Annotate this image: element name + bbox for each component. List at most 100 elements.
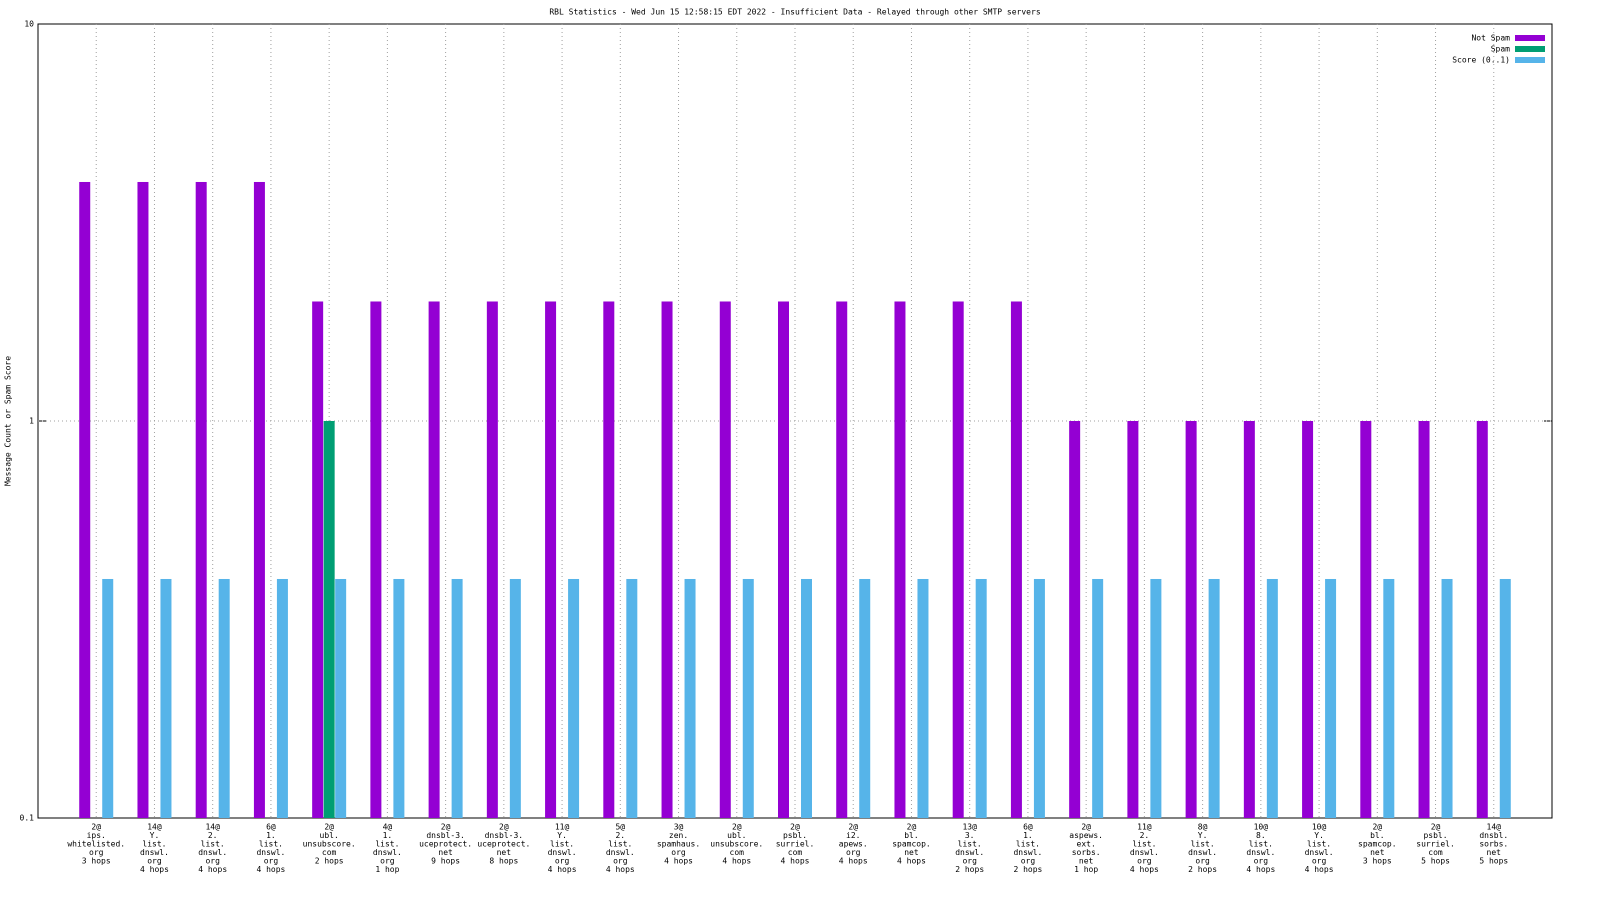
bar (451, 578, 463, 818)
x-tick-label: 4 hops (664, 857, 693, 866)
bar (102, 578, 114, 818)
x-tick-label: spamhaus. (657, 840, 700, 849)
x-tick-label: 2@ (499, 823, 509, 832)
x-tick-label: 8. (1256, 831, 1266, 840)
x-tick-label: dnswl. (198, 848, 227, 857)
x-tick-label: apews. (839, 840, 868, 849)
bar (370, 301, 382, 818)
x-tick-label: 2@ (1431, 823, 1441, 832)
legend-swatch (1515, 46, 1545, 52)
x-tick-label: 14@ (1487, 823, 1502, 832)
x-tick-label: dnsbl. (1479, 831, 1508, 840)
x-tick-label: 2@ (91, 823, 101, 832)
bar (684, 578, 696, 818)
x-tick-label: net (1487, 848, 1502, 857)
x-tick-label: list. (1191, 840, 1215, 849)
x-tick-label: 10@ (1312, 823, 1327, 832)
x-tick-label: dnswl. (1246, 848, 1275, 857)
bar (1325, 578, 1337, 818)
bar (218, 578, 230, 818)
bar (137, 181, 149, 818)
bar (719, 301, 731, 818)
x-tick-label: 2@ (732, 823, 742, 832)
x-tick-label: 10@ (1254, 823, 1269, 832)
x-tick-label: 4 hops (1130, 865, 1159, 874)
x-tick-label: list. (1132, 840, 1156, 849)
x-tick-label: 3. (965, 831, 975, 840)
bar (312, 301, 324, 818)
x-tick-label: bl. (904, 831, 918, 840)
x-tick-label: com (788, 848, 803, 857)
y-tick-label: 0.1 (20, 814, 35, 823)
bar (1092, 578, 1104, 818)
x-tick-label: org (846, 848, 861, 857)
bar (509, 578, 521, 818)
x-tick-label: 4 hops (722, 857, 751, 866)
x-tick-label: org (1195, 857, 1210, 866)
bar (975, 578, 987, 818)
x-tick-label: 11@ (555, 823, 570, 832)
x-tick-label: 8 hops (489, 857, 518, 866)
x-tick-label: ext. (1077, 840, 1096, 849)
x-tick-label: 2@ (441, 823, 451, 832)
x-tick-label: sorbs. (1479, 840, 1508, 849)
x-tick-label: 4 hops (606, 865, 635, 874)
bar (1418, 421, 1430, 818)
x-tick-label: 2 hops (315, 857, 344, 866)
x-tick-label: whitelisted. (67, 840, 125, 849)
x-tick-label: ips. (87, 831, 106, 840)
bar (1208, 578, 1220, 818)
legend-label: Spam (1491, 45, 1510, 54)
x-tick-label: org (205, 857, 220, 866)
bar (1441, 578, 1453, 818)
x-tick-label: ubl. (320, 831, 339, 840)
bar (545, 301, 557, 818)
legend-swatch (1515, 35, 1545, 41)
x-tick-label: unsubscore. (710, 840, 763, 849)
x-tick-label: list. (259, 840, 283, 849)
bar (1127, 421, 1139, 818)
x-tick-label: Y. (150, 831, 160, 840)
x-tick-label: org (1137, 857, 1152, 866)
x-tick-label: org (671, 848, 686, 857)
x-tick-label: 5 hops (1479, 857, 1508, 866)
x-tick-label: surriel. (776, 840, 815, 849)
bar (79, 181, 91, 818)
x-tick-label: 4 hops (839, 857, 868, 866)
x-tick-label: list. (1249, 840, 1273, 849)
bar (894, 301, 906, 818)
x-tick-label: uceprotect. (477, 840, 530, 849)
x-tick-label: dnsbl-3. (426, 831, 465, 840)
bar (323, 421, 335, 818)
y-tick-label: 10 (24, 20, 34, 29)
bar (160, 578, 172, 818)
bar (1266, 578, 1278, 818)
legend-label: Score (0..1) (1452, 56, 1510, 65)
x-tick-label: 14@ (147, 823, 162, 832)
x-tick-label: zen. (669, 831, 688, 840)
bar (742, 578, 754, 818)
x-tick-label: dnswl. (1188, 848, 1217, 857)
x-tick-label: com (1428, 848, 1443, 857)
x-tick-label: 4 hops (897, 857, 926, 866)
x-tick-label: Y. (1198, 831, 1208, 840)
bar (1150, 578, 1162, 818)
x-tick-label: 2. (615, 831, 625, 840)
bar (1302, 421, 1314, 818)
bar (1033, 578, 1045, 818)
x-tick-label: 2@ (1081, 823, 1091, 832)
bar (253, 181, 265, 818)
x-tick-label: 4 hops (781, 857, 810, 866)
x-tick-label: 4 hops (198, 865, 227, 874)
bar (952, 301, 964, 818)
y-axis-label: Message Count or Spam Score (4, 356, 13, 486)
x-tick-label: 13@ (962, 823, 977, 832)
x-tick-label: surriel. (1416, 840, 1455, 849)
x-tick-label: dnsbl-3. (485, 831, 524, 840)
x-tick-label: 2. (1140, 831, 1150, 840)
x-tick-label: 2 hops (1188, 865, 1217, 874)
x-tick-label: dnswl. (373, 848, 402, 857)
bar (801, 578, 812, 818)
